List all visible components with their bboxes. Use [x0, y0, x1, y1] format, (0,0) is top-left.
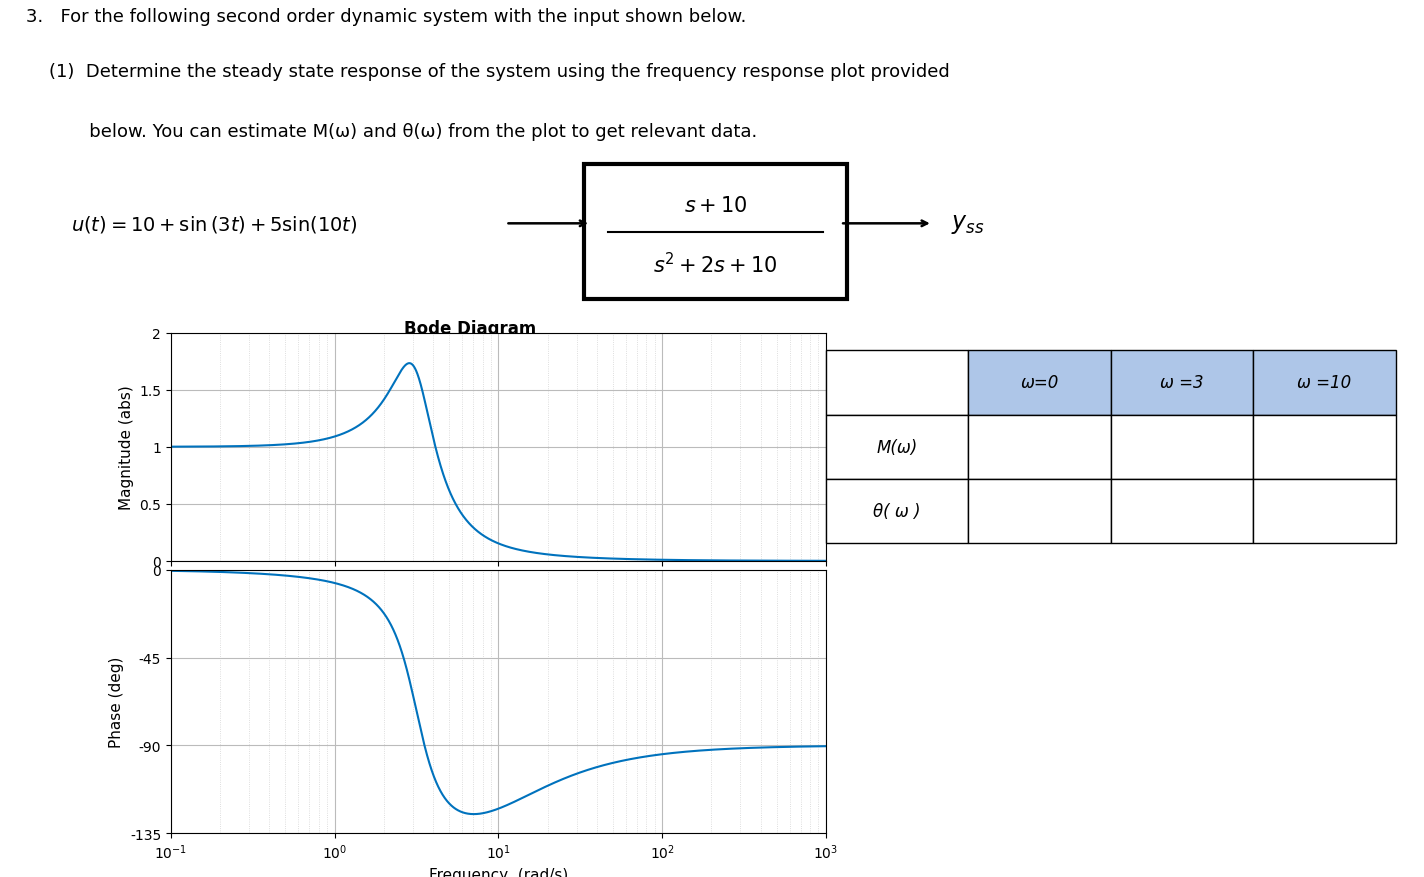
Bar [1253, 351, 1396, 415]
Text: θ( ω ): θ( ω ) [873, 503, 921, 521]
Text: below. You can estimate M(ω) and θ(ω) from the plot to get relevant data.: below. You can estimate M(ω) and θ(ω) fr… [26, 123, 758, 141]
Text: $u(t) = 10 + \sin\left(3t\right) + 5\sin(10t)$: $u(t) = 10 + \sin\left(3t\right) + 5\sin… [71, 214, 357, 234]
Text: Bode Diagram: Bode Diagram [404, 320, 535, 338]
Bar [1253, 415, 1396, 480]
Y-axis label: Phase (deg): Phase (deg) [110, 656, 124, 747]
Bar [1111, 351, 1253, 415]
Bar [968, 480, 1111, 544]
Bar [826, 415, 968, 480]
Bar [826, 351, 968, 415]
FancyBboxPatch shape [584, 165, 847, 300]
Text: $s^2 + 2s + 10$: $s^2 + 2s + 10$ [654, 252, 778, 277]
Y-axis label: Magnitude (abs): Magnitude (abs) [118, 385, 134, 510]
Bar [968, 415, 1111, 480]
Text: ω =10: ω =10 [1297, 374, 1351, 392]
Bar [1253, 480, 1396, 544]
Bar [1111, 480, 1253, 544]
Text: $y_{ss}$: $y_{ss}$ [951, 212, 984, 236]
Bar [968, 351, 1111, 415]
Text: 3.   For the following second order dynamic system with the input shown below.: 3. For the following second order dynami… [26, 8, 746, 26]
Text: ω =3: ω =3 [1161, 374, 1203, 392]
Text: (1)  Determine the steady state response of the system using the frequency respo: (1) Determine the steady state response … [26, 63, 950, 82]
Bar [826, 480, 968, 544]
X-axis label: Frequency  (rad/s): Frequency (rad/s) [429, 867, 568, 877]
Text: ω=0: ω=0 [1021, 374, 1058, 392]
Text: M(ω): M(ω) [877, 438, 917, 456]
Text: $s + 10$: $s + 10$ [684, 196, 748, 216]
Bar [1111, 415, 1253, 480]
